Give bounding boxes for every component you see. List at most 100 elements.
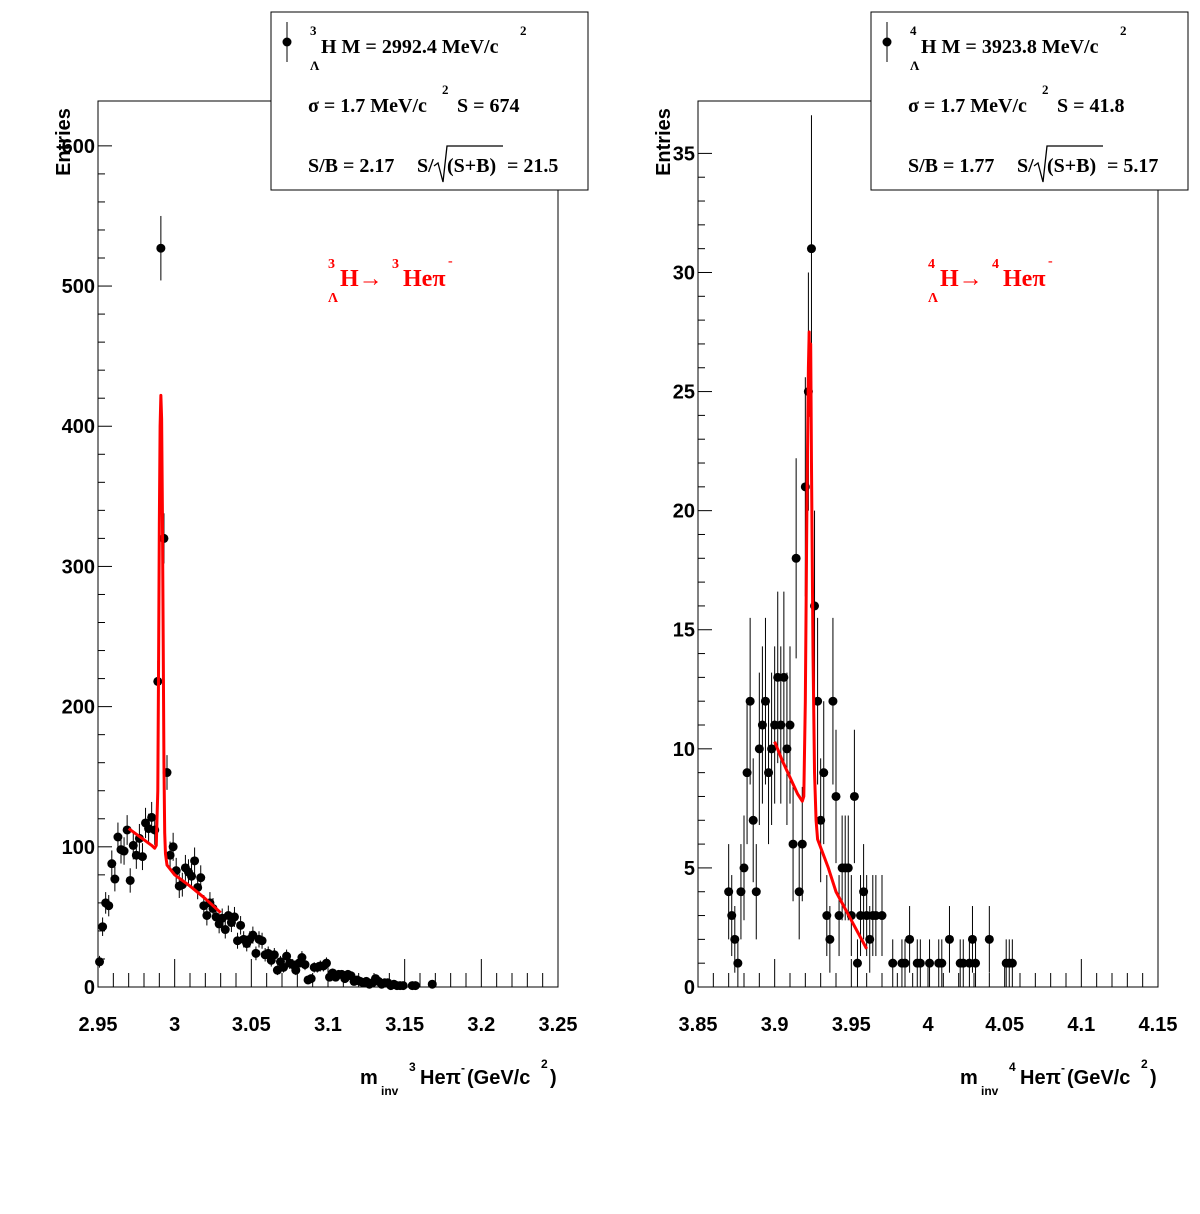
x-axis-label: Heπ — [1020, 1067, 1061, 1089]
data-point — [944, 934, 954, 944]
x-axis-label: ) — [550, 1067, 557, 1089]
data-point — [742, 768, 752, 778]
data-point — [196, 873, 206, 883]
data-point — [754, 744, 764, 754]
y-tick-label: 500 — [62, 276, 95, 298]
data-point — [110, 874, 120, 884]
x-axis-label: 2 — [541, 1057, 548, 1071]
stats-text: 4 — [910, 23, 917, 38]
x-tick-label: 3.05 — [232, 1014, 271, 1036]
decay-label: - — [1048, 254, 1053, 269]
data-point — [900, 958, 910, 968]
data-point — [236, 920, 246, 930]
data-point — [788, 839, 798, 849]
data-point — [95, 957, 105, 967]
x-tick-label: 3.1 — [314, 1014, 342, 1036]
data-point — [859, 887, 869, 897]
x-axis-label: ) — [1150, 1067, 1157, 1089]
data-point — [156, 243, 166, 253]
data-point — [104, 901, 114, 911]
data-point — [748, 815, 758, 825]
stats-text: Λ — [310, 58, 320, 73]
x-tick-label: 4.15 — [1139, 1014, 1178, 1036]
data-point — [967, 934, 977, 944]
data-point — [849, 791, 859, 801]
y-tick-label: 15 — [673, 620, 695, 642]
panel: 2.95 3 3.05 3.1 3.15 3.2 3.25 0 100 200 300 400 500 6… — [53, 11, 589, 1098]
data-point — [905, 934, 915, 944]
data-point — [190, 856, 200, 866]
x-tick-label: 4 — [922, 1014, 934, 1036]
stats-text: S/ — [1017, 155, 1034, 177]
x-axis-label: 2 — [1141, 1057, 1148, 1071]
x-tick-label: 3.15 — [385, 1014, 424, 1036]
data-point — [220, 925, 230, 935]
stats-text: S = 41.8 — [1057, 95, 1125, 117]
data-point — [794, 887, 804, 897]
y-tick-label: 100 — [62, 837, 95, 859]
sqrt-sign — [433, 145, 503, 183]
fit-curve — [773, 330, 868, 950]
data-point — [724, 887, 734, 897]
x-tick-label: 3.95 — [832, 1014, 871, 1036]
x-tick-label: 3.85 — [679, 1014, 718, 1036]
y-tick-label: 30 — [673, 262, 695, 284]
y-tick-label: 10 — [673, 739, 695, 761]
data-point — [971, 958, 981, 968]
x-axis-label: (GeV/c — [1067, 1067, 1130, 1089]
data-point — [816, 815, 826, 825]
data-point — [291, 965, 301, 975]
decay-label: 4 — [928, 257, 935, 272]
x-axis-label: 4 — [1009, 1060, 1016, 1074]
data-point — [107, 859, 117, 869]
y-tick-label: 300 — [62, 556, 95, 578]
data-point — [984, 934, 994, 944]
x-axis-label: - — [461, 1061, 465, 1075]
x-axis-label: (GeV/c — [467, 1067, 530, 1089]
y-tick-label: 200 — [62, 697, 95, 719]
x-tick-label: 3.25 — [539, 1014, 578, 1036]
x-axis-label: m — [960, 1067, 978, 1089]
data-point — [925, 958, 935, 968]
x-tick-label: 3 — [169, 1014, 180, 1036]
stats-text: (S+B) — [1047, 155, 1096, 177]
data-point — [128, 840, 138, 850]
stats-text: S/B = 1.77 — [908, 155, 994, 177]
stats-text: 2 — [442, 82, 449, 97]
decay-label: H→ — [940, 266, 983, 292]
data-point — [398, 981, 408, 991]
y-axis-label: Entries — [653, 108, 675, 176]
data-point — [791, 553, 801, 563]
data-point — [877, 911, 887, 921]
data-point — [187, 871, 197, 881]
stats-text: 2 — [1120, 23, 1127, 38]
stats-text: S/ — [417, 155, 434, 177]
y-tick-label: 0 — [684, 977, 695, 999]
data-point — [321, 958, 331, 968]
decay-label: 3 — [392, 257, 399, 272]
data-point — [865, 934, 875, 944]
data-point — [269, 950, 279, 960]
data-point — [888, 958, 898, 968]
data-point — [147, 812, 157, 822]
data-point — [767, 744, 777, 754]
y-tick-label: 600 — [62, 136, 95, 158]
decay-label: 3 — [328, 257, 335, 272]
data-point — [813, 696, 823, 706]
decay-label: H→ — [340, 266, 383, 292]
stats-text: = 21.5 — [507, 155, 558, 177]
data-point — [822, 911, 832, 921]
data-point — [785, 720, 795, 730]
data-point — [251, 948, 261, 958]
y-tick-label: 25 — [673, 382, 695, 404]
data-point — [125, 875, 135, 885]
decay-label: Λ — [328, 291, 338, 306]
data-point — [764, 768, 774, 778]
data-point — [739, 863, 749, 873]
data-point — [760, 696, 770, 706]
panel: 3.85 3.9 3.95 4 4.05 4.1 4.15 0 5 10 15 20 25 30 35Ent… — [653, 11, 1189, 1098]
data-point — [113, 832, 123, 842]
data-point — [165, 850, 175, 860]
stats-text: σ = 1.7 MeV/c — [308, 95, 427, 117]
